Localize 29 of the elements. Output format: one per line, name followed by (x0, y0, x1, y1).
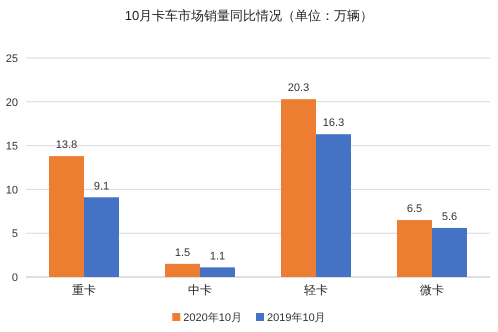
y-tick-label: 10 (6, 184, 18, 196)
data-label: 13.8 (56, 139, 78, 152)
legend-label: 2019年10月 (267, 312, 326, 324)
bar (84, 197, 119, 277)
bar (281, 99, 316, 277)
data-label: 1.1 (210, 250, 226, 262)
y-tick-label: 25 (6, 53, 18, 65)
data-label: 6.5 (406, 203, 422, 216)
y-tick-label: 15 (6, 140, 18, 153)
x-tick-label: 中卡 (188, 283, 212, 297)
y-tick-label: 5 (12, 228, 18, 240)
data-label: 5.6 (442, 210, 458, 223)
bar (200, 267, 235, 277)
bar (49, 156, 84, 277)
data-label: 20.3 (288, 82, 310, 94)
x-tick-label: 轻卡 (304, 283, 328, 297)
bar (432, 228, 467, 277)
bar (316, 134, 351, 277)
legend-label: 2020年10月 (183, 312, 242, 324)
data-label: 9.1 (94, 180, 110, 192)
x-tick-label: 重卡 (72, 283, 96, 297)
y-tick-label: 20 (6, 96, 18, 109)
bar (397, 220, 432, 277)
data-label: 1.5 (174, 246, 190, 259)
y-tick-label: 0 (12, 272, 18, 284)
bar (165, 264, 200, 277)
chart-title: 10月卡车市场销量同比情况（单位：万辆） (124, 8, 374, 23)
data-label: 16.3 (322, 117, 344, 130)
x-tick-label: 微卡 (420, 283, 444, 297)
